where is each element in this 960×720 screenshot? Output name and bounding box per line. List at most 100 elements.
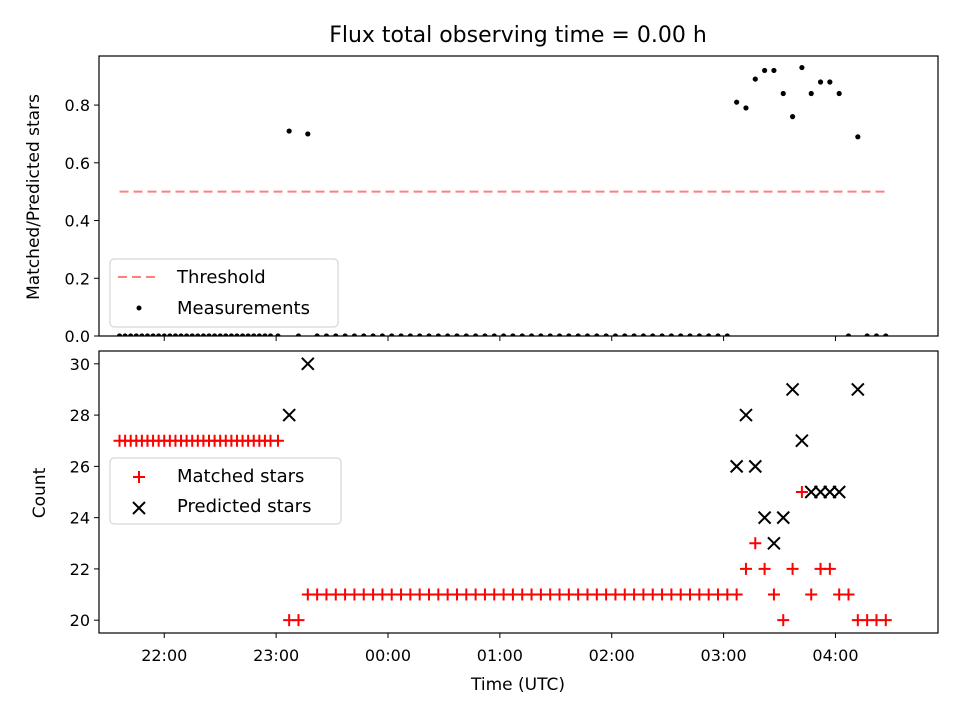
- measurements-point: [687, 333, 693, 336]
- measurements-point: [584, 333, 591, 336]
- measurements-point: [631, 333, 637, 336]
- bottom-y-axis-label: Count: [30, 467, 50, 518]
- predicted-stars-point: [301, 357, 315, 371]
- matched-stars-point: [749, 537, 762, 550]
- bottom-x-tick-label: 23:00: [253, 646, 299, 665]
- measurements-point: [116, 333, 123, 336]
- measurements-point: [150, 333, 156, 336]
- measurements-point: [178, 333, 184, 336]
- matched-stars-point: [823, 562, 836, 575]
- measurements-point: [771, 67, 777, 74]
- measurements-point: [256, 333, 262, 336]
- measurements-point: [379, 333, 385, 336]
- measurements-point: [808, 90, 814, 97]
- measurements-point: [594, 333, 600, 336]
- measurements-point: [407, 333, 413, 336]
- measurements-point: [262, 333, 268, 336]
- measurements-point: [295, 333, 302, 336]
- measurements-point: [195, 333, 201, 336]
- measurements-point: [510, 333, 516, 336]
- measurements-point: [206, 333, 212, 336]
- predicted-stars-legend-swatch: [132, 501, 146, 515]
- top-axes-frame: [98, 55, 939, 337]
- matched-stars-point: [767, 588, 780, 601]
- bottom-legend-frame: [109, 457, 342, 525]
- predicted-stars-point: [795, 434, 809, 448]
- bottom-y-tick-label: 22: [70, 560, 90, 579]
- measurements-point: [817, 79, 824, 85]
- measurements-point: [189, 333, 195, 336]
- predicted-stars-point: [851, 382, 865, 397]
- measurements-point: [715, 333, 721, 336]
- measurements-point: [789, 114, 796, 120]
- measurements-point: [706, 333, 712, 336]
- matched-stars-point: [879, 614, 892, 627]
- measurements-point: [228, 333, 234, 336]
- matched-stars-point: [739, 562, 752, 575]
- matched-stars-point: [786, 562, 799, 575]
- measurements-point: [211, 333, 218, 336]
- bottom-panel: 20 22 24 26 28 30 22:00 23:00 00:00 01:00 02:00 03:…: [70, 350, 939, 665]
- bottom-x-tick-label: 03:00: [701, 646, 747, 665]
- bottom-y-tick-label: 26: [70, 457, 90, 476]
- measurements-point: [762, 67, 768, 74]
- measurements-point: [873, 333, 880, 336]
- measurements-point: [650, 333, 656, 336]
- measurements-point: [519, 333, 525, 336]
- measurements-point: [305, 131, 311, 137]
- bottom-axes-frame: [98, 350, 939, 634]
- bottom-x-tick-label: 01:00: [477, 646, 523, 665]
- measurements-point: [342, 333, 348, 336]
- top-y-tick-label: 0.6: [65, 154, 90, 173]
- top-panel: 0.0 0.2 0.4 0.6 0.8: [65, 55, 939, 346]
- measurements-point: [239, 333, 246, 336]
- measurements-legend-label: Measurements: [177, 298, 310, 319]
- matched-stars-point: [842, 588, 855, 601]
- predicted-stars-point: [739, 408, 753, 422]
- matched-stars-legend-swatch: [133, 471, 145, 483]
- predicted-stars-point: [282, 408, 296, 422]
- measurements-point: [752, 76, 758, 82]
- measurements-point: [883, 333, 889, 336]
- measurements-point: [361, 333, 367, 336]
- measurements-point: [724, 333, 730, 336]
- measurements-point: [122, 333, 128, 336]
- measurements-point: [223, 333, 229, 336]
- top-y-axis-label: Matched/Predicted stars: [24, 94, 44, 300]
- bottom-y-tick-label: 30: [70, 355, 90, 374]
- measurements-point: [473, 333, 479, 336]
- measurements-point: [445, 333, 451, 336]
- measurements-point: [200, 333, 207, 336]
- predicted-stars-point: [785, 382, 800, 397]
- measurements-point: [827, 79, 833, 85]
- top-legend: Threshold Measurements: [109, 258, 339, 328]
- top-legend-frame: [109, 258, 339, 328]
- measurements-point: [864, 333, 870, 336]
- measurements-point: [286, 128, 292, 134]
- bottom-x-tick-label: 00:00: [365, 646, 411, 665]
- measurements-point: [161, 333, 167, 336]
- matched-stars-point: [777, 614, 790, 627]
- predicted-stars-point: [748, 459, 762, 474]
- measurements-point: [743, 105, 749, 111]
- measurements-point: [659, 333, 665, 336]
- measurements-point: [556, 333, 563, 336]
- top-data-layer: [116, 64, 889, 336]
- measurements-point: [668, 333, 674, 336]
- measurements-point: [603, 333, 609, 336]
- matched-stars-point: [805, 588, 818, 601]
- measurements-point: [845, 333, 852, 336]
- predicted-stars-point: [729, 459, 744, 474]
- measurements-point: [734, 99, 740, 105]
- top-y-tick-label: 0.2: [65, 269, 90, 288]
- bottom-legend: Matched stars Predicted stars: [109, 457, 342, 525]
- predicted-stars-point: [776, 510, 790, 525]
- measurements-point: [566, 333, 572, 336]
- bottom-y-tick-label: 24: [70, 509, 90, 528]
- matched-stars-point: [271, 434, 284, 447]
- measurements-point: [417, 333, 423, 336]
- measurements-point: [500, 333, 507, 336]
- measurements-point: [128, 333, 134, 336]
- predicted-stars-point: [832, 485, 846, 499]
